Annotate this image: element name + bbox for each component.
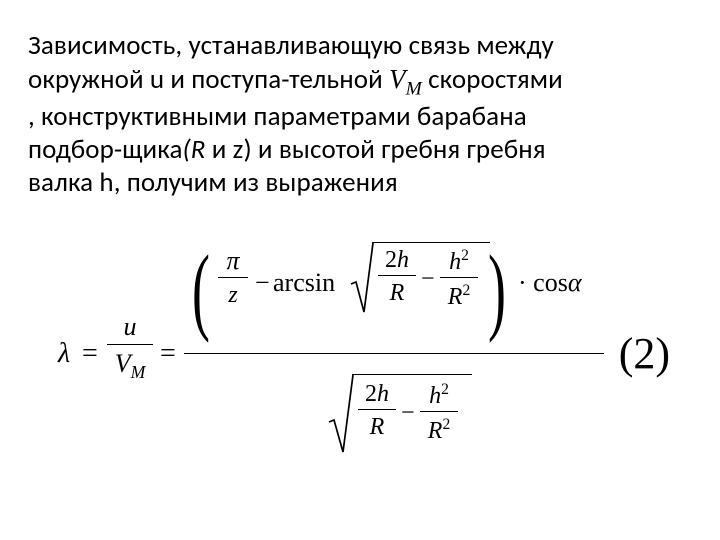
radical-bar — [372, 242, 490, 243]
text-line2b: скоростями — [428, 63, 563, 96]
sqrt-denominator-content: 2h R − h2 R2 — [356, 382, 466, 456]
text-line4: подбор-щика — [28, 133, 183, 166]
frac-2h-over-R: 2h R — [376, 248, 418, 305]
text-line5: валка h, получим из выражения — [28, 166, 398, 199]
paragraph: Зависимость, устанавливающую связь между… — [28, 30, 692, 200]
frac-pi-over-z: π z — [216, 248, 250, 307]
symbol-R: R — [356, 410, 398, 439]
minus: − — [421, 266, 435, 293]
numerator-u: u — [106, 314, 154, 344]
text-line3: , конструктивными параметрами барабана — [28, 100, 527, 133]
text-line4c: и z) и высотой гребня гребня — [206, 133, 546, 166]
symbol-pi: π — [216, 248, 250, 277]
text-line2a: окружной u и поступа-тельной — [28, 63, 383, 96]
frac-u-over-vm: u VM — [106, 314, 154, 382]
formula: λ = u VM = ( π z − arcsin — [28, 218, 692, 478]
radical-icon — [350, 242, 374, 314]
equals-2: = — [160, 338, 176, 370]
radical-icon — [328, 374, 354, 454]
arcsin: arcsin — [273, 268, 335, 298]
main-fraction-bar — [184, 353, 604, 354]
symbol-vm: VM — [389, 64, 422, 94]
sqrt-numerator-content: 2h R − h2 R2 — [376, 248, 486, 318]
equation-number: (2) — [619, 328, 670, 379]
text-R: (R — [183, 133, 206, 166]
minus: − — [255, 268, 270, 298]
symbol-R: R — [376, 276, 418, 305]
dot-cos-alpha: · cosα — [518, 268, 582, 298]
minus: − — [401, 400, 415, 427]
right-paren: ) — [488, 234, 506, 346]
text-line1: Зависимость, устанавливающую связь между — [28, 29, 554, 62]
frac-h2-over-R2: h2 R2 — [438, 248, 480, 309]
left-paren: ( — [192, 234, 210, 346]
radical-bar — [352, 374, 472, 375]
frac-h2-over-R2: h2 R2 — [418, 382, 460, 443]
equals-1: = — [82, 338, 98, 370]
symbol-z: z — [216, 278, 250, 307]
denominator-vm: VM — [106, 345, 154, 382]
frac-2h-over-R: 2h R — [356, 382, 398, 439]
symbol-lambda: λ — [58, 338, 70, 370]
